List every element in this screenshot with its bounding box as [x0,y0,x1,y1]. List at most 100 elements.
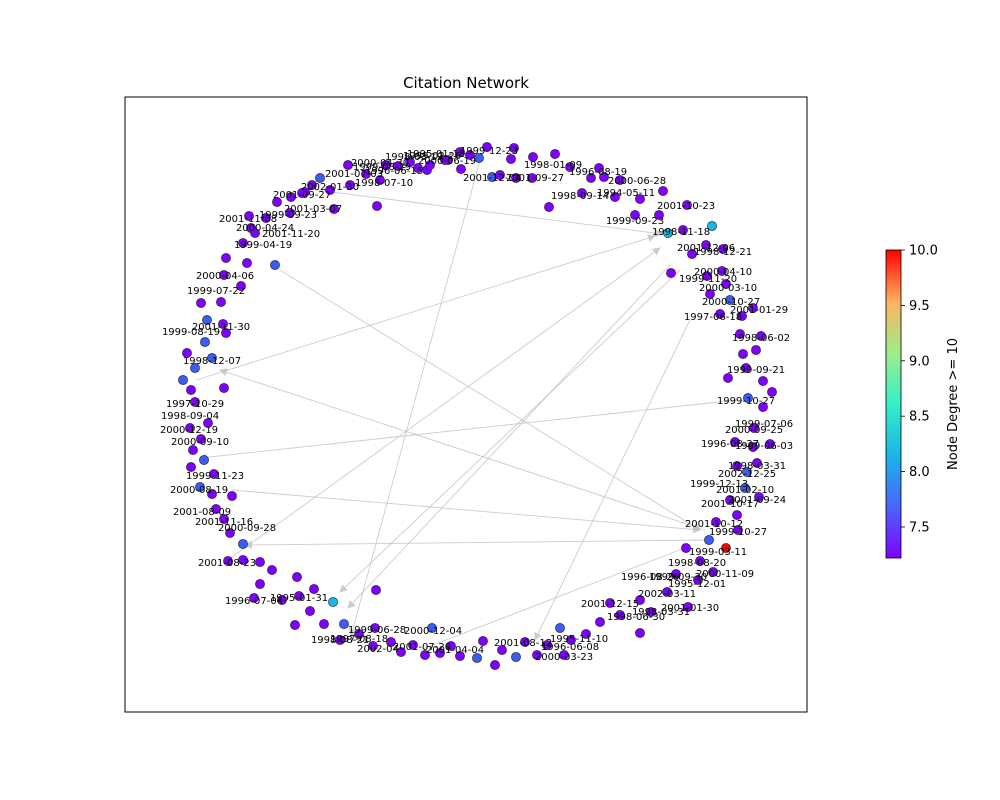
paper-node[interactable] [658,186,668,196]
paper-node[interactable] [368,641,378,651]
paper-node[interactable] [478,636,488,646]
paper-node[interactable] [482,142,492,152]
paper-node[interactable] [663,228,673,238]
paper-node[interactable] [290,620,300,630]
paper-node[interactable] [361,169,371,179]
paper-node[interactable] [272,197,282,207]
paper-node[interactable] [261,213,271,223]
paper-node[interactable] [345,180,355,190]
paper-node[interactable] [292,572,302,582]
paper-node[interactable] [708,567,718,577]
paper-node[interactable] [223,556,233,566]
paper-node[interactable] [381,160,391,170]
paper-node[interactable] [294,591,304,601]
paper-node[interactable] [178,375,188,385]
paper-node[interactable] [238,238,248,248]
paper-node[interactable] [420,650,430,660]
paper-node[interactable] [748,303,758,313]
paper-node[interactable] [238,555,248,565]
paper-node[interactable] [329,204,339,214]
paper-node[interactable] [325,185,335,195]
paper-node[interactable] [495,170,505,180]
paper-node[interactable] [732,510,742,520]
paper-node[interactable] [435,648,445,658]
paper-node[interactable] [182,348,192,358]
paper-node[interactable] [615,175,625,185]
paper-node[interactable] [405,157,415,167]
paper-node[interactable] [732,461,742,471]
paper-node[interactable] [723,373,733,383]
paper-node[interactable] [733,525,743,535]
paper-node[interactable] [219,514,229,524]
paper-node[interactable] [190,397,200,407]
paper-node[interactable] [586,173,596,183]
paper-node[interactable] [654,210,664,220]
paper-node[interactable] [186,385,196,395]
paper-node[interactable] [707,221,717,231]
paper-node[interactable] [544,202,554,212]
paper-node[interactable] [737,311,747,321]
paper-node[interactable] [594,163,604,173]
paper-node[interactable] [718,244,728,254]
paper-node[interactable] [550,149,560,159]
paper-node[interactable] [354,629,364,639]
paper-node[interactable] [681,543,691,553]
paper-node[interactable] [748,442,758,452]
paper-node[interactable] [255,579,265,589]
paper-node[interactable] [305,606,315,616]
paper-node[interactable] [630,210,640,220]
paper-node[interactable] [725,495,735,505]
paper-node[interactable] [721,279,731,289]
paper-node[interactable] [277,595,287,605]
paper-node[interactable] [758,402,768,412]
paper-node[interactable] [742,467,752,477]
paper-node[interactable] [375,175,385,185]
paper-node[interactable] [749,423,759,433]
paper-node[interactable] [565,162,575,172]
paper-node[interactable] [721,543,731,553]
paper-node[interactable] [196,434,206,444]
paper-node[interactable] [635,595,645,605]
paper-node[interactable] [754,492,764,502]
paper-node[interactable] [186,462,196,472]
paper-node[interactable] [200,337,210,347]
paper-node[interactable] [297,188,307,198]
paper-node[interactable] [221,253,231,263]
paper-node[interactable] [465,150,475,160]
paper-node[interactable] [370,623,380,633]
paper-node[interactable] [211,504,221,514]
paper-node[interactable] [267,565,277,575]
paper-node[interactable] [236,281,246,291]
paper-node[interactable] [577,188,587,198]
paper-node[interactable] [190,363,200,373]
paper-node[interactable] [682,200,692,210]
paper-node[interactable] [520,637,530,647]
paper-node[interactable] [725,295,735,305]
paper-node[interactable] [202,315,212,325]
paper-node[interactable] [595,617,605,627]
paper-node[interactable] [635,628,645,638]
paper-node[interactable] [440,155,450,165]
paper-node[interactable] [678,225,688,235]
paper-node[interactable] [740,483,750,493]
paper-node[interactable] [527,173,537,183]
paper-node[interactable] [250,228,260,238]
paper-node[interactable] [425,160,435,170]
paper-node[interactable] [497,645,507,655]
paper-node[interactable] [687,249,697,259]
paper-node[interactable] [671,569,681,579]
paper-node[interactable] [646,607,656,617]
paper-node[interactable] [615,610,625,620]
paper-node[interactable] [635,194,645,204]
paper-node[interactable] [209,469,219,479]
paper-node[interactable] [446,641,456,651]
paper-node[interactable] [456,164,466,174]
paper-node[interactable] [286,192,296,202]
paper-node[interactable] [207,489,217,499]
paper-node[interactable] [605,598,615,608]
paper-node[interactable] [741,363,751,373]
paper-node[interactable] [339,619,349,629]
paper-node[interactable] [693,575,703,585]
paper-node[interactable] [542,640,552,650]
paper-node[interactable] [735,329,745,339]
